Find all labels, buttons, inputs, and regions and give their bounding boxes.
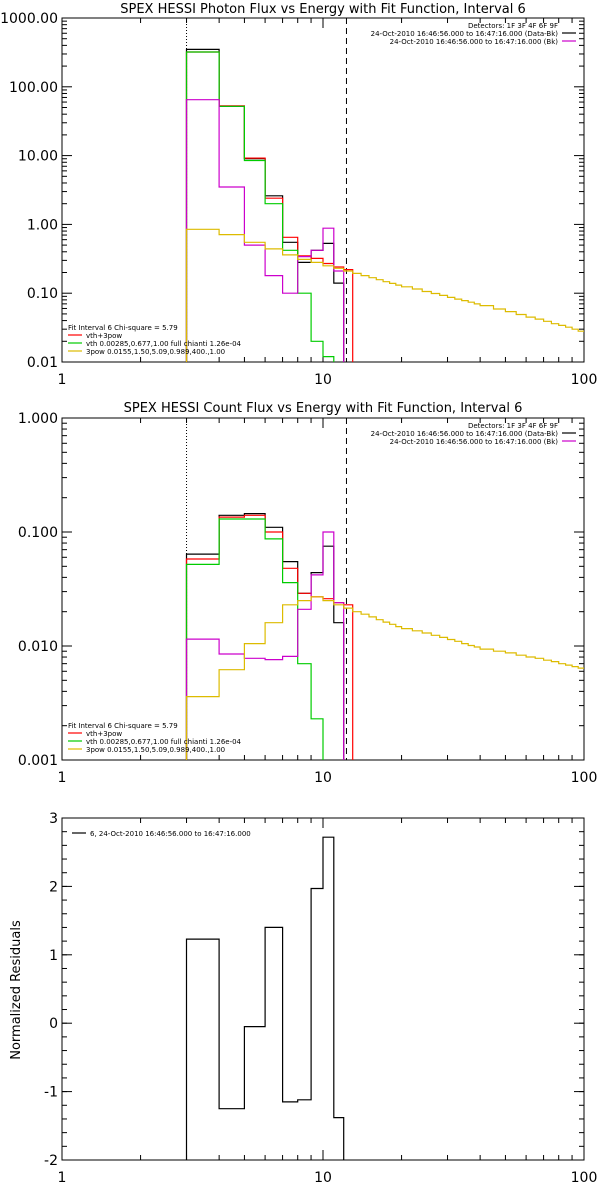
x-tick-label: 100 — [571, 1170, 598, 1186]
y-tick-label: 0 — [49, 1016, 58, 1032]
y-tick-label: 0.001 — [18, 753, 58, 769]
legend-text: 6, 24-Oct-2010 16:46:56.000 to 16:47:16.… — [90, 830, 251, 838]
legend-text: 3pow 0.0155,1.50,5.09,0.989,400.,1.00 — [86, 746, 225, 754]
x-tick-label: 100 — [571, 372, 598, 388]
y-tick-label: 0.100 — [18, 525, 58, 541]
y-tick-label: 1.00 — [27, 217, 58, 233]
series-group — [185, 48, 584, 362]
legend-text: vth+3pow — [86, 332, 122, 340]
series-group — [185, 513, 584, 760]
series-line-3 — [185, 99, 345, 362]
legend-text: vth 0.00285,0.677,1.00 full chianti 1.26… — [86, 340, 242, 348]
x-tick-label: 10 — [314, 372, 332, 388]
y-tick-label: 2 — [49, 879, 58, 895]
legend-text: 24-Oct-2010 16:46:56.000 to 16:47:16.000… — [371, 430, 559, 438]
series-line-2 — [185, 518, 335, 760]
y-axis-label: Normalized Residuals — [9, 920, 24, 1060]
series-line-0 — [185, 836, 345, 1160]
count-flux-panel: SPEX HESSI Count Flux vs Energy with Fit… — [18, 401, 597, 786]
y-tick-label: 100.00 — [9, 80, 58, 96]
residuals-panel: Normalized Residuals 1 10 100 -2 -1 0 1 2 3 6, 24… — [9, 811, 597, 1186]
legend-text: Detectors: 1F 3F 4F 6F 9F — [468, 22, 558, 30]
y-tick-label: 1 — [49, 948, 58, 964]
legend-text: 24-Oct-2010 16:46:56.000 to 16:47:16.000… — [390, 438, 559, 446]
y-tick-label: -2 — [44, 1153, 58, 1169]
x-tick-label: 10 — [314, 770, 332, 786]
y-tick-label: 1000.00 — [0, 11, 58, 27]
series-line-4 — [185, 228, 584, 362]
x-tick-label: 100 — [571, 770, 598, 786]
y-tick-label: 10.00 — [18, 149, 58, 165]
legend-text: 24-Oct-2010 16:46:56.000 to 16:47:16.000… — [371, 30, 559, 38]
chart-title: SPEX HESSI Count Flux vs Energy with Fit… — [124, 401, 523, 416]
photon-flux-panel: SPEX HESSI Photon Flux vs Energy with Fi… — [0, 2, 597, 388]
y-tick-label: 0.10 — [27, 286, 58, 302]
chart-title: SPEX HESSI Photon Flux vs Energy with Fi… — [120, 2, 526, 17]
legend-text: vth 0.00285,0.677,1.00 full chianti 1.26… — [86, 738, 242, 746]
legend-text: Fit Interval 6 Chi-square = 5.79 — [68, 722, 178, 730]
legend-text: 3pow 0.0155,1.50,5.09,0.989,400.,1.00 — [86, 348, 225, 356]
plot-frame — [61, 417, 585, 761]
x-tick-label: 1 — [58, 770, 67, 786]
series-line-3 — [185, 531, 345, 760]
x-tick-label: 1 — [58, 1170, 67, 1186]
series-line-0 — [185, 48, 345, 362]
x-tick-label: 1 — [58, 372, 67, 388]
y-tick-label: 0.01 — [27, 355, 58, 371]
y-tick-label: 3 — [49, 811, 58, 827]
series-line-2 — [185, 51, 335, 362]
series-line-4 — [185, 596, 584, 760]
legend-text: 24-Oct-2010 16:46:56.000 to 16:47:16.000… — [390, 38, 559, 46]
x-tick-label: 10 — [314, 1170, 332, 1186]
series-group — [185, 836, 345, 1160]
y-tick-label: -1 — [44, 1085, 58, 1101]
legend-text: Fit Interval 6 Chi-square = 5.79 — [68, 324, 178, 332]
series-line-1 — [185, 51, 354, 362]
legend-text: Detectors: 1F 3F 4F 6F 9F — [468, 422, 558, 430]
y-tick-label: 1.000 — [18, 411, 58, 427]
series-line-1 — [185, 514, 354, 760]
y-tick-label: 0.010 — [18, 639, 58, 655]
legend-text: vth+3pow — [86, 730, 122, 738]
series-line-0 — [185, 513, 345, 760]
